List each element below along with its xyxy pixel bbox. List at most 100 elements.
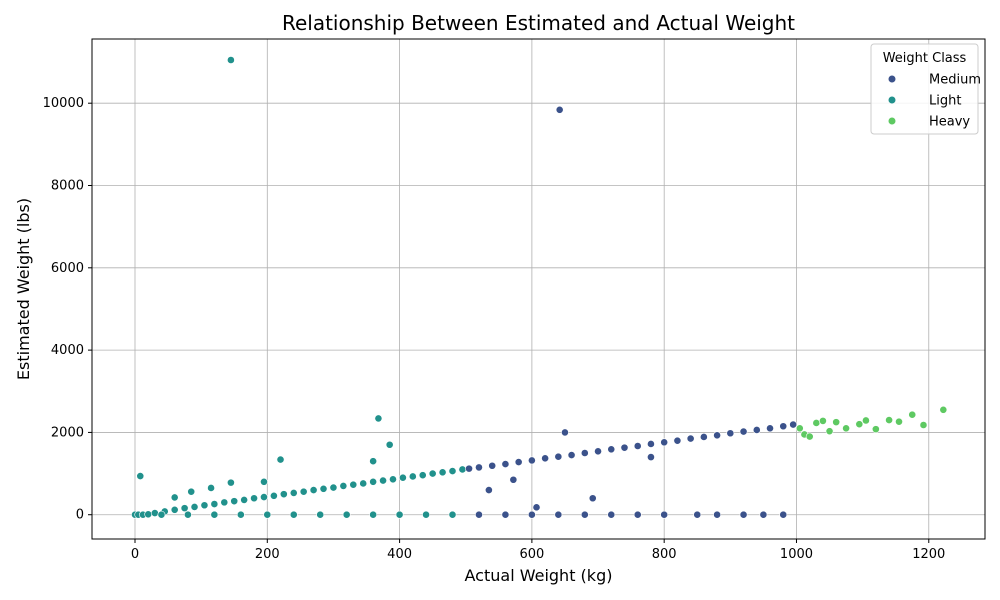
data-point-light: [289, 489, 298, 497]
data-point-heavy: [871, 425, 880, 434]
data-point-light: [270, 491, 278, 500]
data-point-light: [170, 493, 179, 502]
data-point-light: [448, 467, 457, 475]
data-point-medium: [647, 440, 655, 448]
data-point-light: [180, 504, 189, 513]
data-point-light: [316, 510, 325, 519]
data-point-light: [309, 486, 318, 494]
data-point-heavy: [939, 405, 948, 414]
x-tick-label: 1200: [912, 547, 945, 562]
data-point-heavy: [795, 424, 804, 433]
data-point-heavy: [805, 432, 814, 441]
data-point-light: [379, 476, 387, 485]
data-point-light: [422, 510, 430, 519]
data-point-light: [289, 510, 298, 519]
legend-entries: Medium Light Heavy: [887, 73, 981, 130]
data-point-light: [359, 479, 368, 488]
data-point-medium: [633, 510, 642, 519]
data-point-heavy: [885, 416, 893, 424]
data-point-medium: [588, 494, 597, 503]
data-point-light: [210, 510, 219, 519]
data-point-light: [319, 484, 328, 493]
data-point-light: [329, 483, 338, 492]
data-point-medium: [766, 424, 774, 433]
data-point-medium: [527, 456, 536, 465]
data-point-medium: [488, 461, 497, 470]
data-point-medium: [779, 510, 788, 519]
data-point-medium: [465, 464, 473, 473]
data-point-heavy: [825, 427, 834, 436]
data-point-light: [250, 494, 258, 503]
data-point-medium: [561, 428, 569, 437]
legend-title: Weight Class: [883, 51, 967, 66]
data-point-light: [157, 510, 166, 519]
data-point-medium: [555, 105, 564, 114]
data-point-light: [389, 475, 397, 484]
data-point-medium: [726, 429, 735, 438]
data-point-medium: [739, 510, 748, 519]
data-point-heavy: [812, 419, 821, 427]
plot-frame: [91, 38, 986, 540]
legend-entry-label: Heavy: [929, 115, 970, 130]
data-point-medium: [779, 422, 788, 431]
data-point-light: [395, 510, 404, 519]
data-point-light: [136, 472, 145, 480]
data-point-light: [144, 510, 153, 519]
data-point-light: [369, 510, 378, 519]
data-point-light: [374, 414, 383, 423]
legend-entry-label: Medium: [929, 73, 981, 88]
data-point-light: [184, 510, 192, 519]
data-point-medium: [580, 510, 589, 519]
data-point-medium: [693, 510, 702, 519]
data-point-light: [369, 477, 378, 486]
data-point-light: [230, 497, 239, 506]
data-point-light: [260, 493, 268, 501]
data-point-light: [428, 469, 437, 478]
y-tick-label: 4000: [51, 343, 84, 358]
legend: Weight Class Medium Light Heavy: [870, 43, 981, 135]
data-point-heavy: [819, 416, 827, 425]
data-point-light: [342, 510, 351, 519]
data-point-light: [263, 510, 272, 519]
data-point-heavy: [908, 410, 917, 419]
x-tick-label: 600: [519, 547, 544, 562]
data-point-heavy: [842, 424, 850, 433]
data-point-light: [299, 487, 308, 496]
data-point-light: [438, 468, 447, 477]
axis-ticks: 0 200 400 600 800 1000 1200 0 2000 4000 6000 8000 10…: [43, 96, 946, 562]
grid-lines: [92, 39, 985, 539]
data-point-medium: [759, 510, 768, 519]
data-point-heavy: [832, 418, 841, 427]
data-point-light: [408, 472, 417, 481]
data-point-medium: [686, 434, 695, 443]
data-point-light: [240, 496, 249, 504]
y-tick-label: 2000: [51, 425, 84, 440]
y-axis-label: Estimated Weight (lbs): [14, 198, 33, 380]
data-point-medium: [647, 453, 655, 462]
data-point-light: [236, 510, 245, 519]
y-tick-label: 8000: [51, 179, 84, 194]
data-point-light: [207, 484, 215, 492]
y-tick-label: 0: [76, 508, 84, 523]
data-point-medium: [532, 503, 541, 512]
data-point-medium: [484, 486, 493, 494]
data-point-medium: [541, 454, 550, 463]
data-point-medium: [713, 510, 721, 519]
data-point-medium: [475, 463, 483, 472]
data-point-medium: [527, 510, 536, 519]
legend-box: [870, 43, 979, 135]
data-point-light: [190, 503, 199, 511]
x-tick-label: 1000: [780, 547, 813, 562]
data-point-medium: [660, 438, 669, 447]
data-point-medium: [580, 449, 589, 457]
data-point-heavy: [919, 421, 928, 429]
data-point-medium: [501, 460, 510, 469]
x-axis-label: Actual Weight (kg): [465, 566, 613, 585]
x-tick-label: 400: [387, 547, 412, 562]
data-point-light: [200, 501, 209, 510]
data-point-light: [170, 505, 179, 514]
x-tick-label: 800: [652, 547, 677, 562]
x-tick-label: 200: [255, 547, 280, 562]
data-point-medium: [699, 433, 708, 441]
